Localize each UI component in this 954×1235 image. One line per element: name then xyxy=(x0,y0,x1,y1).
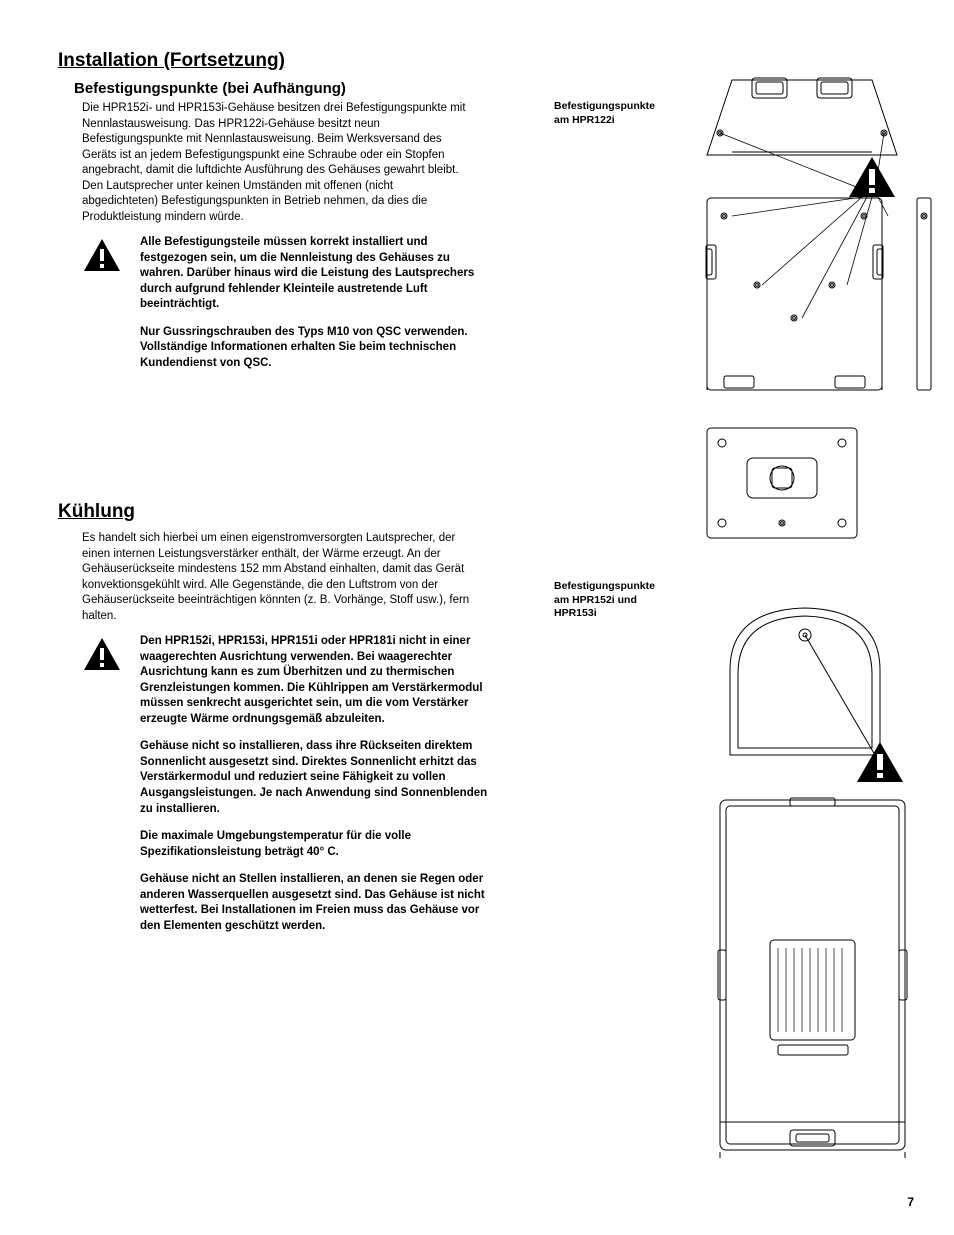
figure-caption-2: Befestigungspunkte am HPR152i und HPR153… xyxy=(554,580,655,621)
figure-caption-1: Befestigungspunkte am HPR122i xyxy=(554,100,655,127)
warning-text-1b: Nur Gussringschrauben des Typs M10 von Q… xyxy=(140,325,490,372)
figure-hpr122i xyxy=(672,70,932,546)
warning-icon xyxy=(82,237,122,273)
section-heading-installation: Installation (Fortsetzung) xyxy=(58,50,914,72)
figure-caption-2-line2: am HPR152i und xyxy=(554,594,637,606)
body-text-2: Es handelt sich hierbei um einen eigenst… xyxy=(82,531,472,624)
warning-text-2d: Gehäuse nicht an Stellen installieren, a… xyxy=(140,872,490,934)
figure-caption-1-line2: am HPR122i xyxy=(554,114,615,126)
warning-text-2a: Den HPR152i, HPR153i, HPR151i oder HPR18… xyxy=(140,634,490,727)
body-text-1: Die HPR152i- und HPR153i-Gehäuse besitze… xyxy=(82,101,472,225)
figure-caption-2-line3: HPR153i xyxy=(554,607,597,619)
figure-caption-1-line1: Befestigungspunkte xyxy=(554,100,655,112)
warning-text-1a: Alle Befestigungsteile müssen korrekt in… xyxy=(140,235,490,313)
warning-text-2c: Die maximale Umgebungstemperatur für die… xyxy=(140,829,490,860)
figure-hpr152i xyxy=(700,590,930,1170)
warning-icon xyxy=(82,636,122,672)
page-number: 7 xyxy=(907,1195,914,1209)
figure-caption-2-line1: Befestigungspunkte xyxy=(554,580,655,592)
warning-text-2b: Gehäuse nicht so installieren, dass ihre… xyxy=(140,739,490,817)
